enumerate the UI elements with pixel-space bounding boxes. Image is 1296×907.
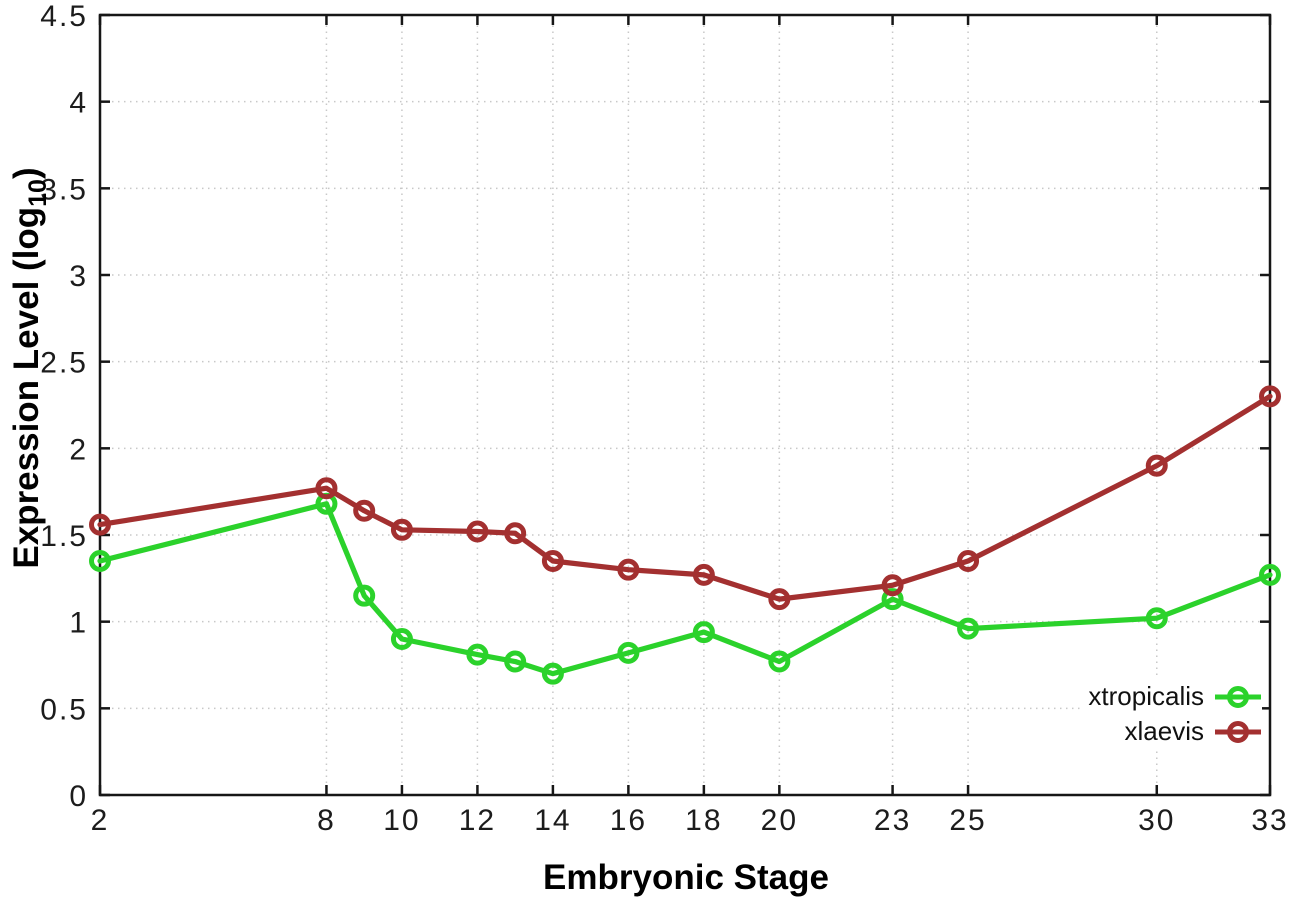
y-axis-title: Expression Level (log10): [7, 167, 53, 568]
series-line-xtropicalis: [97, 501, 1273, 677]
x-tick-label: 2: [91, 804, 110, 837]
y-axis-title-close-paren: ): [7, 167, 46, 180]
x-tick-label: 25: [949, 804, 986, 837]
y-tick-label: 4.5: [40, 0, 88, 33]
x-tick-label: 12: [459, 804, 496, 837]
data-point-xtropicalis: [692, 621, 715, 644]
data-point-xtropicalis: [617, 641, 640, 664]
data-point-xtropicalis: [89, 550, 111, 572]
y-tick-label: 0: [69, 780, 88, 813]
x-tick-label: 8: [317, 804, 336, 837]
y-tick-label: 4: [69, 87, 88, 120]
data-point-xlaevis: [504, 522, 527, 545]
data-point-xtropicalis: [541, 662, 564, 685]
data-point-xtropicalis: [881, 588, 904, 611]
y-axis-title-text: Expression Level (log: [7, 206, 46, 569]
data-point-xlaevis: [1145, 454, 1168, 477]
data-point-xlaevis: [353, 499, 376, 522]
data-point-xlaevis: [89, 513, 111, 536]
data-point-xlaevis: [768, 588, 791, 611]
y-tick-label: 3: [69, 260, 88, 293]
y-tick-label: 2: [69, 433, 88, 466]
x-tick-label: 16: [610, 804, 647, 837]
y-tick-label: 2.5: [40, 347, 88, 380]
data-point-xlaevis: [315, 477, 338, 500]
y-tick-label: 3.5: [40, 173, 88, 206]
data-point-xtropicalis: [957, 617, 980, 640]
legend: xtropicalis xlaevis: [1082, 679, 1262, 751]
legend-marker-icon: [1227, 720, 1249, 743]
data-point-xlaevis: [692, 563, 715, 586]
legend-label-xtropicalis: xtropicalis: [1088, 681, 1204, 711]
legend-item-xtropicalis: xtropicalis: [1088, 679, 1262, 714]
data-point-xtropicalis: [1145, 607, 1168, 630]
data-point-xtropicalis: [1259, 563, 1281, 586]
data-point-xlaevis: [1259, 385, 1281, 408]
x-tick-label: 14: [534, 804, 571, 837]
data-point-xtropicalis: [504, 650, 527, 673]
legend-marker-icon: [1227, 685, 1249, 708]
data-point-xtropicalis: [768, 650, 791, 673]
data-point-xlaevis: [617, 558, 640, 581]
legend-item-xlaevis: xlaevis: [1125, 714, 1262, 749]
data-point-xtropicalis: [353, 584, 376, 607]
x-tick-label: 33: [1251, 804, 1288, 837]
data-point-xlaevis: [881, 574, 904, 597]
x-tick-label: 10: [383, 804, 420, 837]
data-point-xtropicalis: [466, 643, 489, 666]
data-point-xtropicalis: [390, 628, 413, 650]
x-tick-label: 20: [761, 804, 798, 837]
x-axis-title: Embryonic Stage: [543, 858, 829, 897]
series-line-xlaevis: [97, 393, 1273, 602]
data-point-xlaevis: [466, 520, 489, 543]
legend-label-xlaevis: xlaevis: [1124, 716, 1204, 746]
data-point-xlaevis: [390, 518, 413, 541]
x-tick-label: 18: [685, 804, 722, 837]
y-tick-label: 0.5: [40, 693, 88, 726]
y-tick-label: 1: [69, 607, 88, 640]
y-axis-title-subscript: 10: [24, 179, 52, 207]
legend-sample-xlaevis-icon: [1215, 720, 1261, 743]
x-tick-label: 30: [1138, 804, 1175, 837]
x-tick-label: 23: [874, 804, 911, 837]
data-point-xlaevis: [957, 550, 980, 572]
y-tick-label: 1.5: [40, 520, 88, 553]
data-point-xlaevis: [541, 550, 564, 572]
legend-sample-xtropicalis-icon: [1215, 685, 1261, 708]
plot-border: [98, 13, 1272, 797]
